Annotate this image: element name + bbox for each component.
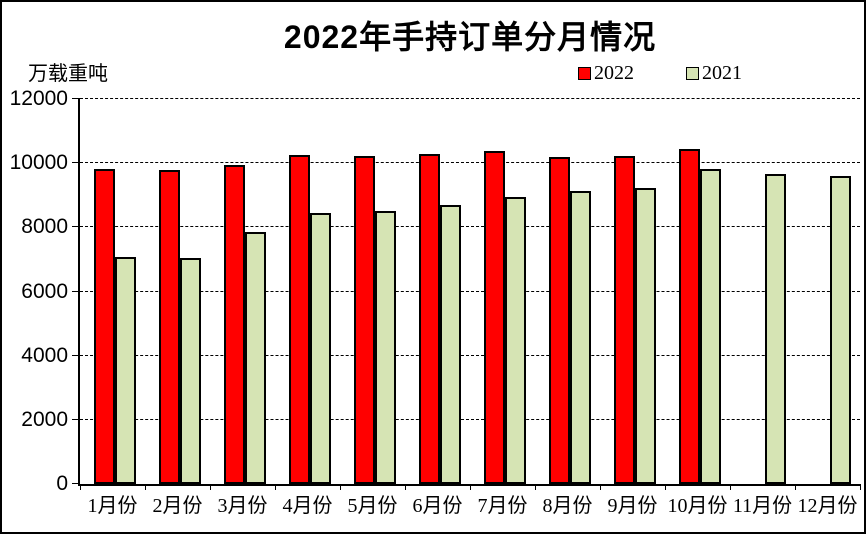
- legend-label-2022: 2022: [594, 62, 634, 84]
- y-tick-10000: [72, 162, 80, 164]
- gridline-12000: [80, 98, 860, 99]
- x-label-6月份: 6月份: [412, 495, 463, 517]
- x-label-4月份: 4月份: [282, 495, 333, 517]
- y-tick-12000: [72, 98, 80, 99]
- y-tick-label-6000: 6000: [21, 279, 68, 303]
- y-axis-unit-label: 万载重吨: [28, 63, 108, 85]
- y-tick-label-10000: 10000: [9, 151, 68, 175]
- y-tick-label-12000: 12000: [9, 87, 68, 110]
- legend-swatch-2021-icon: [686, 66, 699, 80]
- bar-2021-4月份: [310, 213, 331, 484]
- bar-2022-6月份: [419, 154, 440, 484]
- bar-2021-11月份: [765, 174, 786, 484]
- y-tick-0: [72, 483, 80, 484]
- legend: 2022 2021: [2, 62, 864, 84]
- x-tick-12: [860, 484, 861, 490]
- x-tick-9: [665, 484, 666, 490]
- x-label-11月份: 11月份: [732, 495, 793, 517]
- y-tick-label-8000: 8000: [21, 215, 68, 239]
- x-label-8月份: 8月份: [542, 495, 593, 517]
- x-tick-10: [730, 484, 731, 490]
- y-tick-2000: [72, 418, 80, 420]
- x-label-12月份: 12月份: [797, 495, 858, 517]
- x-label-3月份: 3月份: [217, 495, 268, 517]
- bar-2021-1月份: [115, 257, 136, 484]
- x-label-10月份: 10月份: [667, 495, 728, 517]
- gridline-8000: [80, 226, 860, 228]
- bar-2022-4月份: [289, 155, 310, 484]
- bar-2021-9月份: [635, 188, 656, 484]
- bar-2021-3月份: [245, 232, 266, 484]
- bar-2021-5月份: [375, 211, 396, 484]
- bar-2021-12月份: [830, 176, 851, 484]
- legend-item-2021: 2021: [686, 62, 742, 84]
- gridline-4000: [80, 354, 860, 356]
- bar-2021-2月份: [180, 258, 201, 484]
- legend-swatch-2022-icon: [578, 66, 591, 80]
- y-tick-label-0: 0: [56, 472, 68, 495]
- x-label-2月份: 2月份: [152, 495, 203, 517]
- y-tick-8000: [72, 226, 80, 228]
- y-tick-label-2000: 2000: [21, 407, 68, 431]
- x-label-7月份: 7月份: [477, 495, 528, 517]
- bar-2021-8月份: [570, 191, 591, 484]
- x-label-1月份: 1月份: [87, 495, 138, 517]
- y-tick-6000: [72, 290, 80, 292]
- x-tick-6: [470, 484, 471, 490]
- bar-2022-1月份: [94, 169, 115, 484]
- legend-label-2021: 2021: [702, 62, 742, 84]
- x-tick-8: [600, 484, 601, 490]
- bar-2021-7月份: [505, 197, 526, 484]
- bar-2022-8月份: [549, 157, 570, 484]
- x-tick-7: [535, 484, 536, 490]
- chart-title: 2022年手持订单分月情况: [283, 19, 657, 55]
- bar-2022-9月份: [614, 156, 635, 484]
- x-tick-3: [275, 484, 276, 490]
- bar-2022-3月份: [224, 165, 245, 484]
- x-tick-0: [80, 484, 81, 490]
- plot-area: [78, 98, 860, 486]
- x-tick-1: [145, 484, 146, 490]
- bar-2022-5月份: [354, 156, 375, 484]
- bar-2022-7月份: [484, 151, 505, 484]
- x-tick-5: [405, 484, 406, 490]
- x-label-9月份: 9月份: [607, 495, 658, 517]
- bar-2021-10月份: [700, 169, 721, 484]
- legend-item-2022: 2022: [578, 62, 634, 84]
- bar-2021-6月份: [440, 205, 461, 484]
- y-tick-4000: [72, 354, 80, 356]
- gridline-10000: [80, 162, 860, 164]
- x-label-5月份: 5月份: [347, 495, 398, 517]
- x-tick-11: [795, 484, 796, 490]
- gridline-6000: [80, 290, 860, 292]
- gridline-2000: [80, 418, 860, 420]
- x-tick-4: [340, 484, 341, 490]
- y-tick-label-4000: 4000: [21, 343, 68, 367]
- x-tick-2: [210, 484, 211, 490]
- bar-2022-10月份: [679, 149, 700, 484]
- bar-2022-2月份: [159, 170, 180, 484]
